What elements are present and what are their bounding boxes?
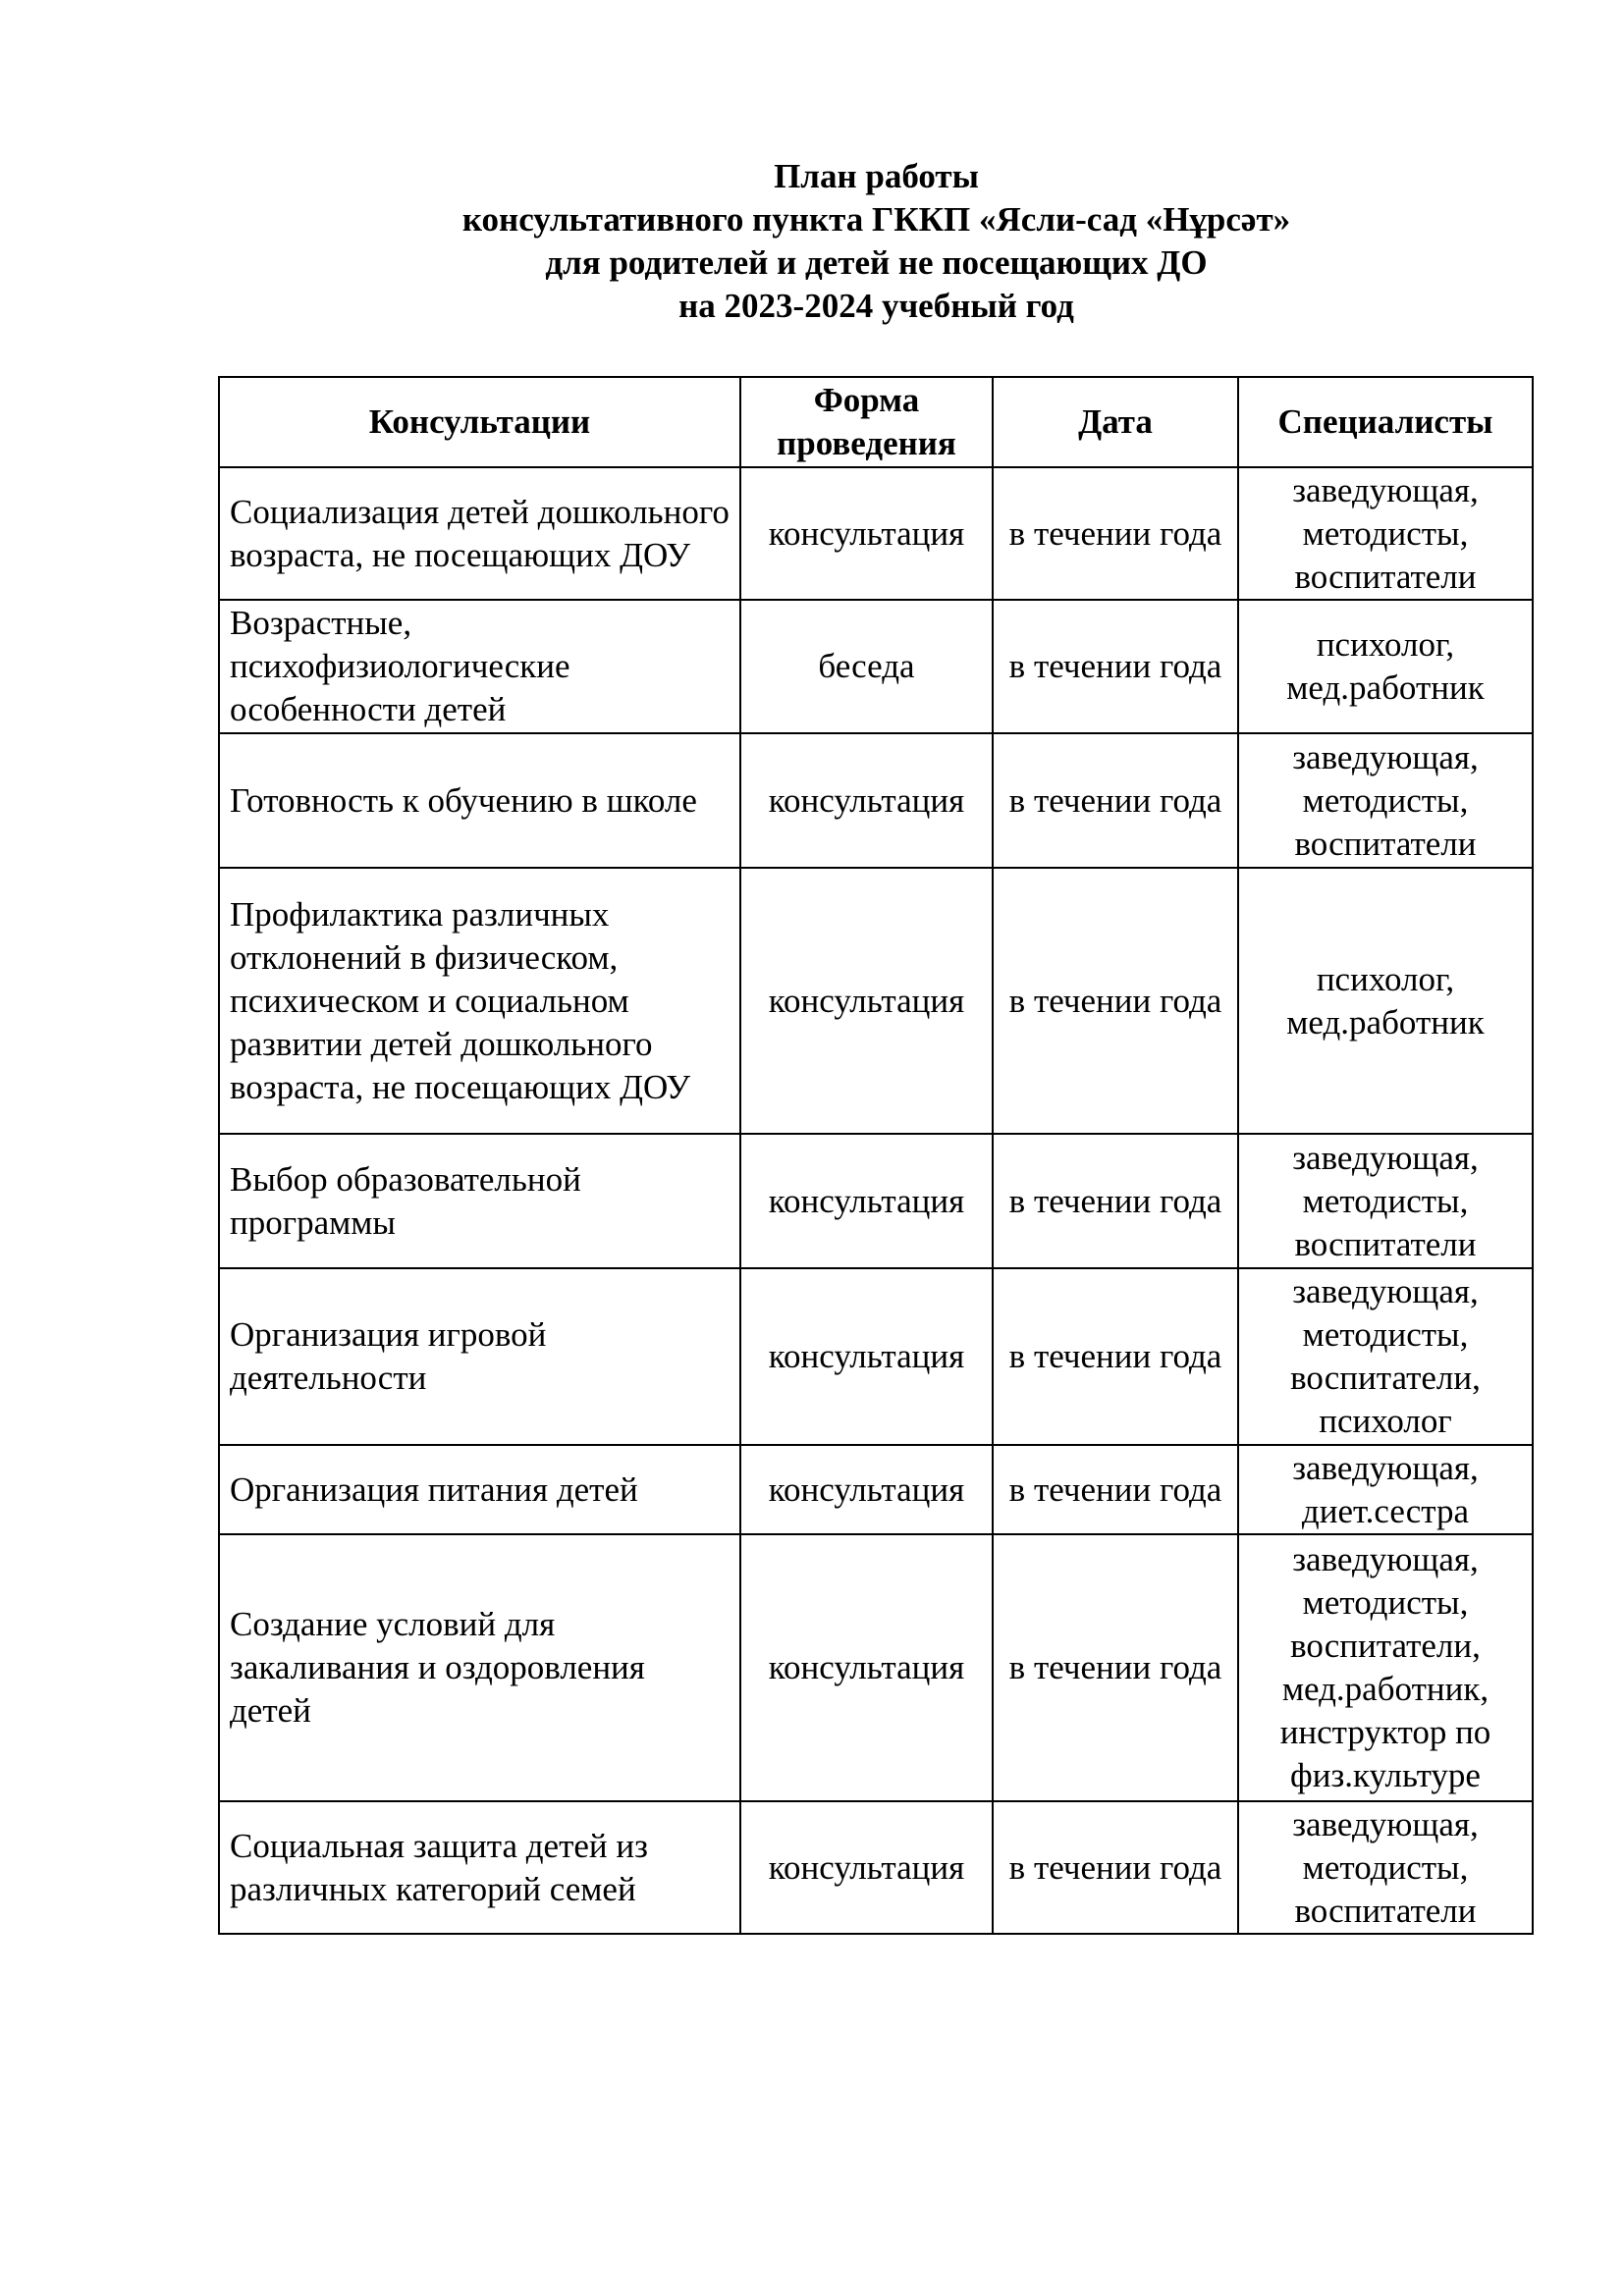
cell-date: в течении года (992, 1444, 1239, 1535)
cell-consultation: Выбор образовательной программы (218, 1133, 741, 1269)
cell-form: консультация (739, 1267, 994, 1446)
cell-specialists: заведующая, методисты, воспитатели (1237, 1133, 1534, 1269)
cell-date: в течении года (992, 1267, 1239, 1446)
cell-form: беседа (739, 599, 994, 734)
cell-consultation: Профилактика различных отклонений в физи… (218, 867, 741, 1135)
cell-date: в течении года (992, 466, 1239, 601)
cell-specialists: заведующая, методисты, воспитатели, псих… (1237, 1267, 1534, 1446)
cell-date: в течении года (992, 732, 1239, 869)
header-date: Дата (992, 376, 1239, 468)
table-row: Организация питания детей консультация в т… (218, 1444, 1534, 1535)
cell-specialists: заведующая, диет.сестра (1237, 1444, 1534, 1535)
cell-specialists: заведующая, методисты, воспитатели (1237, 732, 1534, 869)
cell-specialists: заведующая, методисты, воспитатели (1237, 466, 1534, 601)
cell-specialists: психолог, мед.работник (1237, 599, 1534, 734)
cell-form: консультация (739, 867, 994, 1135)
consultation-plan-table: Консультации Форма проведения Дата Специ… (218, 376, 1534, 1935)
document-title: План работы консультативного пункта ГККП… (0, 155, 1624, 328)
cell-consultation: Социализация детей дошкольного возраста,… (218, 466, 741, 601)
cell-form: консультация (739, 1444, 994, 1535)
title-line: на 2023-2024 учебный год (678, 287, 1074, 325)
table-row: Социализация детей дошкольного возраста,… (218, 466, 1534, 601)
cell-date: в течении года (992, 599, 1239, 734)
table-row: Создание условий для закаливания и оздор… (218, 1533, 1534, 1802)
cell-consultation: Создание условий для закаливания и оздор… (218, 1533, 741, 1802)
table-row: Возрастные, психофизиологические особенн… (218, 599, 1534, 734)
cell-date: в течении года (992, 1800, 1239, 1935)
title-line: консультативного пункта ГККП «Ясли-сад «… (461, 200, 1291, 239)
cell-form: консультация (739, 1800, 994, 1935)
title-line: для родителей и детей не посещающих ДО (545, 243, 1208, 282)
cell-form: консультация (739, 466, 994, 601)
header-specialists: Специалисты (1237, 376, 1534, 468)
header-form: Форма проведения (739, 376, 994, 468)
cell-form: консультация (739, 1533, 994, 1802)
cell-date: в течении года (992, 867, 1239, 1135)
table-row: Готовность к обучению в школе консультаци… (218, 732, 1534, 869)
table-row: Выбор образовательной программы консульта… (218, 1133, 1534, 1269)
cell-form: консультация (739, 732, 994, 869)
cell-form: консультация (739, 1133, 994, 1269)
cell-consultation: Организация игровой деятельности (218, 1267, 741, 1446)
cell-consultation: Готовность к обучению в школе (218, 732, 741, 869)
header-consultations: Консультации (218, 376, 741, 468)
cell-specialists: психолог, мед.работник (1237, 867, 1534, 1135)
cell-consultation: Социальная защита детей из различных кат… (218, 1800, 741, 1935)
cell-specialists: заведующая, методисты, воспитатели, мед.… (1237, 1533, 1534, 1802)
table-row: Социальная защита детей из различных кат… (218, 1800, 1534, 1935)
cell-date: в течении года (992, 1133, 1239, 1269)
table-row: Организация игровой деятельности консульт… (218, 1267, 1534, 1446)
cell-specialists: заведующая, методисты, воспитатели (1237, 1800, 1534, 1935)
table-header-row: Консультации Форма проведения Дата Специ… (218, 376, 1534, 468)
title-line: План работы (774, 157, 979, 195)
table-row: Профилактика различных отклонений в физи… (218, 867, 1534, 1135)
cell-date: в течении года (992, 1533, 1239, 1802)
cell-consultation: Возрастные, психофизиологические особенн… (218, 599, 741, 734)
cell-consultation: Организация питания детей (218, 1444, 741, 1535)
